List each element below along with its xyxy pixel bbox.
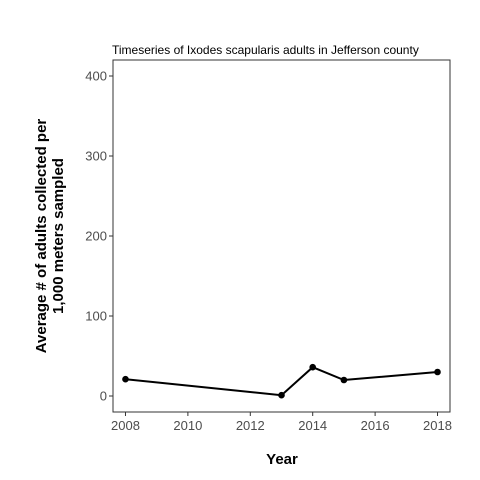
y-axis-title: Average # of adults collected per 1,000 … <box>33 119 67 354</box>
x-tick-label: 2010 <box>173 418 202 433</box>
chart-title: Timeseries of Ixodes scapularis adults i… <box>112 43 419 57</box>
data-point <box>278 391 285 399</box>
x-tick-label: 2016 <box>361 418 390 433</box>
data-point <box>122 375 129 383</box>
data-point <box>309 363 317 371</box>
series-line <box>125 366 438 397</box>
y-axis-title-line-2: 1,000 meters sampled <box>50 158 67 314</box>
data-point <box>340 376 348 384</box>
data-point <box>434 368 441 376</box>
plot-panel <box>112 59 451 413</box>
data-points <box>122 363 441 399</box>
y-tick-label: 200 <box>85 229 107 244</box>
y-tick-label: 100 <box>85 309 107 324</box>
x-tick-label: 2012 <box>236 418 265 433</box>
x-tick-label: 2008 <box>111 418 140 433</box>
x-axis: 2008 2010 2012 2014 2016 2018 <box>111 412 452 433</box>
x-tick-label: 2018 <box>423 418 452 433</box>
y-axis-title-line-1: Average # of adults collected per <box>33 119 50 354</box>
y-tick-label: 300 <box>85 149 107 164</box>
x-tick-label: 2014 <box>298 418 327 433</box>
y-tick-label: 0 <box>100 389 107 404</box>
x-axis-title: Year <box>266 451 298 468</box>
y-tick-label: 400 <box>85 69 107 84</box>
y-axis: 0 100 200 300 400 <box>85 69 113 404</box>
